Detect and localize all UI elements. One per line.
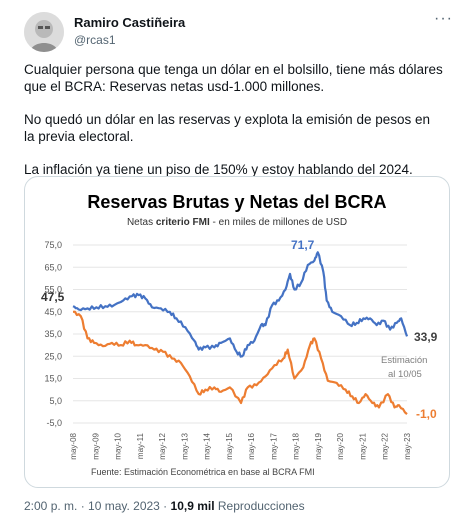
more-options-icon[interactable]: ··· [434,10,453,27]
estimate-note-line2: al 10/05 [388,369,422,380]
x-tick-label: may-08 [69,432,78,459]
x-tick-label: may-23 [403,432,412,459]
tweet-text: Cualquier persona que tenga un dólar en … [24,61,444,194]
tweet-paragraph: Cualquier persona que tenga un dólar en … [24,62,443,94]
x-tick-label: may-18 [292,432,301,459]
author-handle[interactable]: @rcas1 [74,33,116,47]
x-tick-label: may-20 [336,432,345,459]
y-tick-label: 5,0 [49,396,62,406]
chart-image[interactable]: Reservas Brutas y Netas del BCRA Netas c… [24,176,450,488]
y-tick-label: 75,0 [44,240,62,250]
y-tick-label: 25,0 [44,351,62,361]
x-tick-label: may-11 [136,432,145,459]
x-tick-label: may-15 [225,432,234,459]
series-line-netas [72,310,408,415]
x-tick-label: may-19 [314,432,323,459]
x-tick-label: may-21 [358,432,367,459]
x-tick-label: may-14 [203,432,212,459]
author-name[interactable]: Ramiro Castiñeira [74,15,186,30]
x-tick-label: may-12 [158,432,167,459]
x-tick-label: may-13 [180,432,189,459]
y-tick-label: 55,0 [44,285,62,295]
chart-svg: Reservas Brutas y Netas del BCRA Netas c… [41,192,438,477]
x-tick-label: may-17 [269,432,278,459]
chart-gridlines [73,244,407,424]
tweet-paragraph: No quedó un dólar en las reservas y expl… [24,112,430,144]
series-line-brutas [72,251,409,358]
chart-subtitle-post: - en miles de millones de USD [210,217,347,228]
chart-subtitle: Netas criterio FMI - en miles de millone… [127,217,347,228]
y-tick-label: 45,0 [44,307,62,317]
chart-title: Reservas Brutas y Netas del BCRA [87,192,386,212]
estimate-note-line1: Estimación [381,355,427,366]
y-tick-label: 15,0 [44,374,62,384]
view-label: Reproducciones [214,499,305,513]
label-end-brutas: 33,9 [414,330,438,344]
label-peak-brutas: 71,7 [291,238,315,252]
chart-source: Fuente: Estimación Econométrica en base … [91,467,315,477]
label-end-netas: -1,0 [416,407,437,421]
y-tick-label: -5,0 [46,418,62,428]
x-tick-label: may-22 [381,432,390,459]
view-count: 10,9 mil [170,499,215,513]
x-tick-label: may-16 [247,432,256,459]
avatar-image [24,12,64,52]
x-axis-ticks: may-08 may-09 may-10 may-11 may-12 may-13 may-… [69,432,412,459]
chart-subtitle-pre: Netas [127,217,156,228]
x-tick-label: may-10 [114,432,123,459]
tweet-paragraph: La inflación ya tiene un piso de 150% y … [24,162,413,177]
y-tick-label: 65,0 [44,262,62,272]
y-axis-ticks: 75,0 65,0 55,0 45,0 35,0 25,0 15,0 5,0 -5,0 [44,240,62,428]
label-start-brutas: 47,5 [41,290,65,304]
x-tick-label: may-09 [91,432,100,459]
tweet-timestamp[interactable]: 2:00 p. m. · 10 may. 2023 · [24,499,171,513]
avatar[interactable] [24,12,64,52]
chart-lines [72,251,409,415]
y-tick-label: 35,0 [44,329,62,339]
tweet-meta: 2:00 p. m. · 10 may. 2023 · 10,9 mil Rep… [24,499,305,513]
chart-subtitle-bold: criterio FMI [156,217,210,228]
